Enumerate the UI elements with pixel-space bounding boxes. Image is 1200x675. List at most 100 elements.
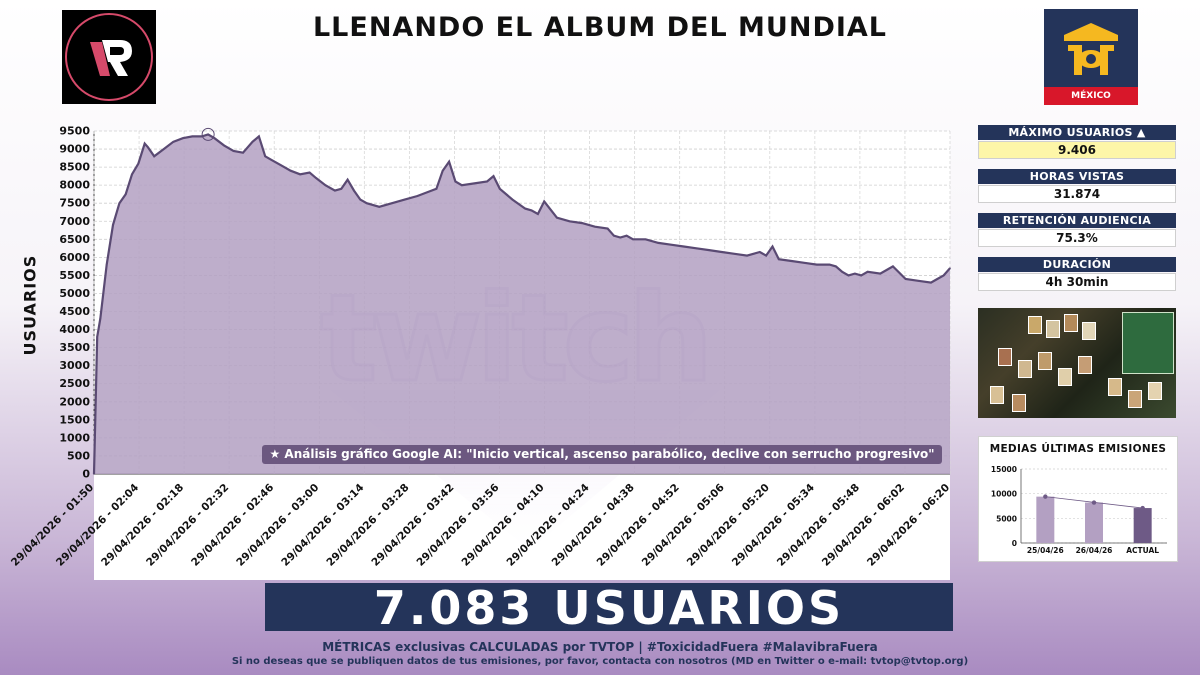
data-point	[619, 236, 622, 239]
data-point	[289, 169, 292, 172]
avg-category-label: 26/04/26	[1076, 546, 1113, 555]
y-axis-ticks: 0 500 1000 1500 2000 2500 3000 3500 4000 4500 5000…	[59, 125, 90, 481]
y-tick-label: 7500	[59, 197, 90, 210]
current-users-banner: 7.083 USUARIOS	[265, 583, 953, 633]
data-point	[537, 213, 539, 215]
data-point	[765, 254, 767, 257]
data-point	[264, 155, 267, 158]
data-point	[460, 184, 463, 186]
data-point	[936, 278, 939, 280]
y-tick-label: 4000	[59, 323, 90, 336]
data-point	[632, 238, 634, 241]
data-point	[143, 142, 146, 145]
data-point	[530, 209, 533, 212]
data-point	[644, 238, 647, 241]
y-tick-label: 1000	[59, 431, 90, 444]
stat-retention-label: RETENCIÓN AUDIENCIA	[978, 213, 1176, 228]
data-point	[315, 177, 317, 179]
max-point-marker	[201, 127, 215, 141]
data-point	[426, 191, 428, 194]
data-point	[162, 148, 165, 150]
data-point	[280, 164, 282, 167]
y-tick-label: 9000	[59, 143, 90, 156]
tvtop-logo: MÉXICO	[1044, 9, 1138, 105]
data-point	[200, 135, 203, 138]
avg-bar	[1133, 508, 1152, 543]
data-point	[416, 195, 419, 197]
data-point	[324, 184, 327, 186]
data-point	[213, 137, 216, 140]
y-tick-label: 2500	[59, 377, 90, 390]
data-point	[841, 271, 844, 273]
data-point	[473, 182, 476, 185]
data-point	[499, 187, 501, 190]
data-point	[594, 225, 596, 228]
data-point	[695, 247, 698, 250]
y-tick-label: 7000	[59, 215, 90, 228]
data-point	[746, 254, 748, 257]
y-tick-label: 3000	[59, 359, 90, 372]
stat-hours-value: 31.874	[978, 185, 1176, 203]
averages-panel: MEDIAS ÚLTIMAS EMISIONES 0 5000 10000 15000…	[978, 436, 1178, 562]
data-point	[403, 198, 406, 201]
y-tick-label: 2000	[59, 395, 90, 408]
data-point	[131, 173, 133, 176]
data-point	[270, 159, 273, 161]
data-point	[543, 200, 545, 203]
data-point	[657, 242, 660, 244]
y-tick-label: 8500	[59, 161, 90, 174]
data-point	[492, 175, 495, 177]
data-point	[308, 171, 311, 174]
averages-bar-chart: 0 5000 10000 15000 25/04/26 26/04/26 ACTUAL	[991, 465, 1167, 555]
avg-y-tick-label: 10000	[991, 490, 1017, 499]
data-point	[105, 263, 108, 266]
y-tick-label: 6500	[59, 233, 90, 246]
channel-logo-icon	[65, 13, 153, 101]
data-point	[340, 187, 343, 190]
data-point	[682, 245, 685, 248]
data-point	[758, 251, 761, 253]
data-point	[258, 135, 260, 138]
data-point	[346, 178, 349, 181]
y-tick-label: 3500	[59, 341, 90, 354]
data-point	[242, 151, 244, 154]
viewers-area-fill	[94, 134, 950, 474]
stat-hours-label: HORAS VISTAS	[978, 169, 1176, 184]
data-point	[251, 141, 254, 143]
y-tick-label: 0	[82, 468, 90, 481]
data-point	[147, 146, 149, 149]
stat-duration-value: 4h 30min	[978, 273, 1176, 291]
data-point	[96, 336, 98, 338]
data-point	[778, 258, 780, 260]
avg-y-tick-label: 5000	[996, 514, 1017, 523]
y-tick-label: 5500	[59, 269, 90, 282]
data-point	[441, 169, 444, 172]
avg-bar	[1036, 496, 1055, 543]
data-point	[613, 234, 615, 237]
album-cover	[1122, 312, 1174, 374]
data-point	[124, 193, 127, 195]
data-point	[892, 265, 894, 268]
y-tick-label: 9500	[59, 125, 90, 138]
data-point	[153, 155, 156, 158]
data-point	[232, 150, 235, 152]
y-tick-label: 5000	[59, 287, 90, 300]
x-tick-label: 29/04/2026 - 01:50	[9, 482, 96, 569]
data-point	[448, 160, 450, 163]
stat-retention-value: 75.3%	[978, 229, 1176, 247]
data-point	[191, 135, 194, 138]
data-point	[879, 272, 882, 275]
avg-point	[1091, 500, 1097, 505]
data-point	[847, 274, 850, 277]
data-point	[942, 274, 945, 277]
data-point	[720, 251, 723, 253]
data-point	[854, 272, 856, 275]
data-point	[378, 206, 381, 208]
data-point	[223, 144, 225, 147]
data-point	[816, 263, 818, 266]
y-tick-label: 500	[67, 449, 90, 462]
data-point	[299, 173, 301, 176]
data-point	[118, 202, 121, 205]
data-point	[181, 137, 184, 140]
y-tick-label: 1500	[59, 413, 90, 426]
